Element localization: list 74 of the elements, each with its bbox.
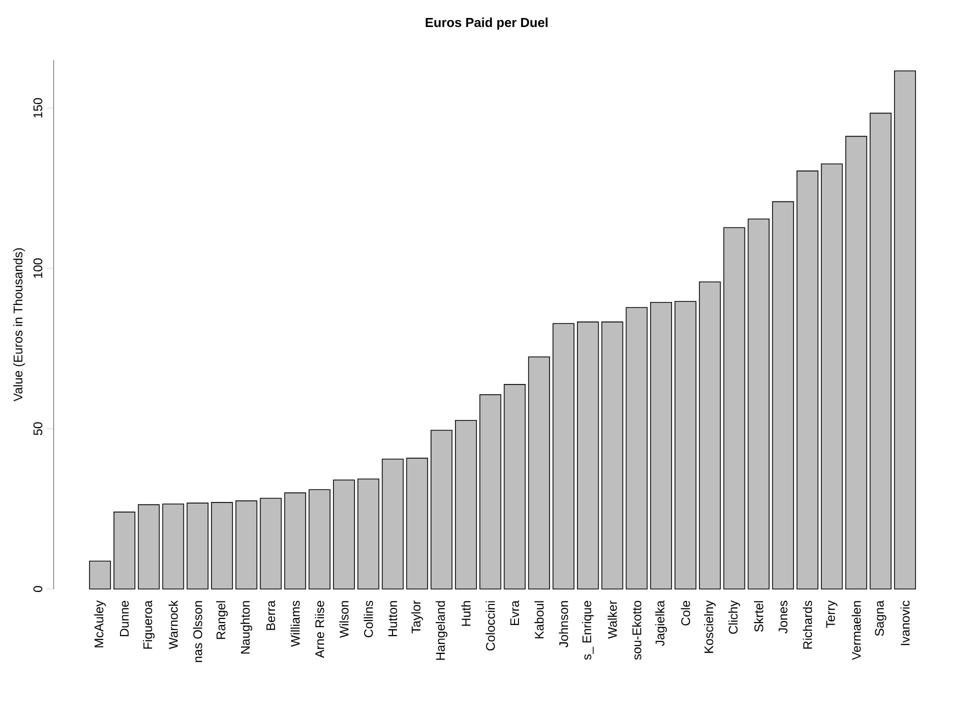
bar	[674, 301, 696, 590]
x-tick-label: Johnson	[558, 601, 568, 648]
x-tick-label: Hutton	[388, 601, 398, 636]
bar	[382, 458, 404, 590]
bar	[796, 170, 818, 590]
bar	[894, 70, 916, 590]
bar	[186, 502, 208, 590]
x-tick-label: Jones	[778, 600, 788, 634]
x-tick-label: McAuley	[94, 600, 106, 648]
bar	[698, 281, 721, 590]
bar	[723, 227, 746, 590]
x-tick-label: Walker	[608, 600, 617, 639]
bar	[820, 163, 843, 590]
bar	[455, 420, 477, 590]
bar	[577, 322, 599, 590]
y-tick-label: 100	[33, 258, 42, 278]
bar	[504, 384, 526, 590]
bar	[406, 458, 428, 590]
x-tick-label: Sagna	[874, 600, 886, 636]
bar	[601, 322, 624, 590]
bar	[357, 478, 380, 590]
x-tick-label: Clichy	[728, 600, 740, 634]
x-tick-label: Arne Riise	[314, 600, 324, 658]
bar	[772, 201, 794, 590]
x-tick-label: Naughton	[240, 601, 252, 654]
x-tick-label: Jagielka	[655, 600, 667, 646]
y-tick-label: 150	[33, 98, 42, 118]
x-tick-label: Vermaelen	[852, 601, 861, 660]
bar	[870, 112, 892, 590]
y-axis-title: Value (Euros in Thousands)	[13, 248, 25, 402]
x-tick-label: Evra	[510, 600, 520, 626]
bar	[626, 307, 648, 590]
bar	[308, 489, 330, 590]
x-tick-label: Huth	[461, 601, 471, 626]
x-tick-label: Wilson	[339, 601, 349, 638]
x-tick-label: Kaboul	[534, 601, 544, 638]
bar	[479, 394, 502, 590]
bar	[162, 504, 184, 590]
x-tick-label: Koscielny	[704, 600, 716, 653]
x-tick-label: Ivanovic	[900, 600, 910, 646]
y-tick-label: 50	[33, 422, 42, 436]
bar	[333, 480, 355, 590]
x-tick-label: Richards	[802, 600, 812, 649]
bar	[235, 500, 258, 590]
bar	[114, 512, 136, 590]
bar	[89, 560, 111, 590]
x-tick-label: Warnock	[168, 600, 178, 650]
bar	[845, 136, 868, 590]
x-tick-label: Terry	[826, 600, 838, 628]
x-tick-label: Cole	[680, 600, 690, 626]
bar	[430, 430, 452, 590]
x-tick-label: sou-Ekotto	[632, 600, 642, 660]
x-tick-label: Coloccini	[486, 601, 495, 650]
bar	[284, 492, 306, 590]
x-tick-label: Rangel	[216, 601, 228, 639]
bar	[650, 302, 672, 590]
bar	[138, 504, 160, 590]
x-tick-label: Dunne	[120, 600, 129, 636]
x-tick-label: s_ Enrique	[582, 600, 594, 660]
x-tick-label: Collins	[364, 600, 373, 638]
bar	[748, 218, 770, 590]
chart-title: Euros Paid per Duel	[426, 18, 548, 30]
x-tick-label: Taylor	[411, 600, 423, 634]
x-tick-label: Williams	[290, 600, 300, 647]
x-tick-label: Hangeland	[436, 601, 448, 660]
x-tick-label: nas Olsson	[192, 601, 202, 662]
x-tick-label: Skrtel	[754, 601, 764, 632]
x-tick-label: Berra	[266, 600, 276, 630]
y-tick-label: 0	[33, 586, 42, 592]
bar	[552, 323, 574, 590]
bar	[528, 356, 550, 590]
bar	[211, 502, 233, 590]
x-tick-label: Figueroa	[142, 600, 155, 649]
bar	[260, 498, 282, 590]
